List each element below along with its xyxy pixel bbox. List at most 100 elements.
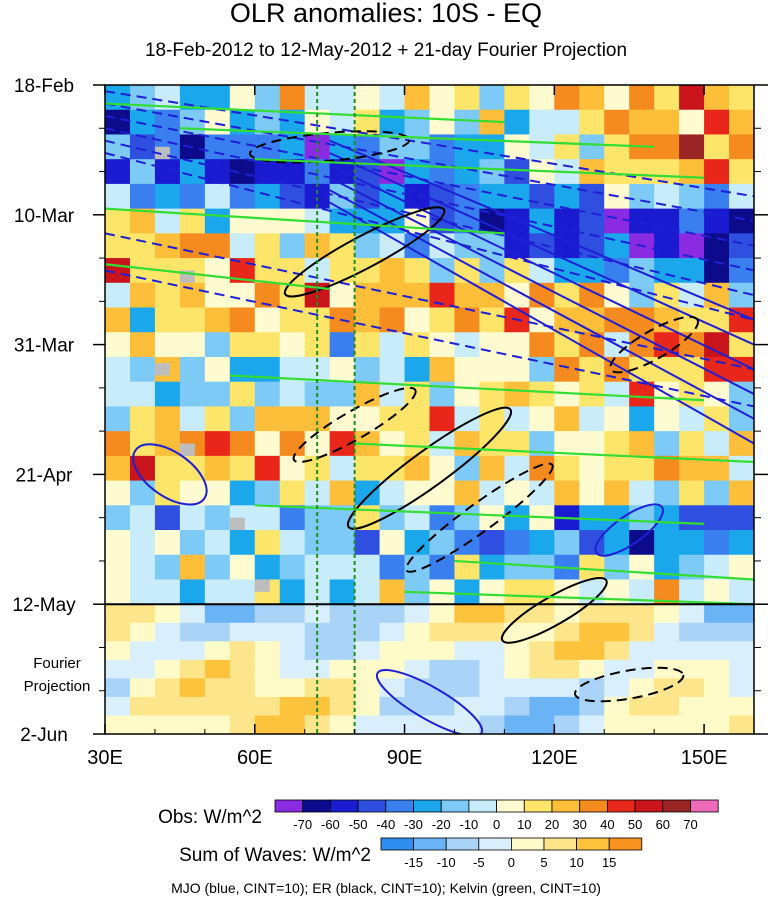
wave-cell — [729, 659, 754, 679]
x-tick-label: 30E — [87, 747, 123, 769]
obs-colorbar-swatch — [551, 799, 581, 813]
olr-cell — [729, 505, 754, 531]
olr-cell — [379, 307, 406, 333]
wave-cell — [254, 659, 281, 679]
olr-cell — [354, 258, 381, 284]
wave-cell — [404, 641, 431, 661]
olr-cell — [204, 208, 231, 234]
wave-cell — [129, 641, 156, 661]
wave-cell — [179, 604, 206, 624]
olr-cell — [129, 530, 156, 556]
olr-cell — [154, 183, 181, 210]
wave-cell — [129, 659, 156, 679]
wave-cell — [204, 659, 231, 679]
olr-cell — [229, 381, 256, 408]
kelvin-contour — [254, 158, 705, 179]
olr-cell — [629, 109, 655, 136]
olr-cell — [404, 307, 431, 333]
wave-cell — [629, 641, 655, 661]
olr-cell — [354, 208, 381, 234]
waves-colorbar-swatch — [510, 837, 545, 851]
olr-cell — [729, 381, 754, 408]
wave-cell — [479, 659, 505, 679]
olr-cell — [604, 406, 630, 432]
olr-cell — [354, 85, 381, 111]
olr-cell — [179, 183, 206, 210]
olr-cell — [204, 356, 231, 383]
olr-cell — [105, 356, 131, 383]
olr-cell — [279, 554, 306, 581]
olr-cell — [729, 332, 754, 358]
olr-cell — [729, 109, 754, 136]
x-tick-label: 150E — [681, 747, 728, 769]
wave-cell — [354, 641, 381, 661]
olr-cell — [229, 85, 256, 111]
wave-cell — [579, 715, 605, 734]
wave-cell — [329, 715, 356, 734]
kelvin-contour — [454, 559, 754, 581]
wave-cell — [154, 604, 181, 624]
wave-cell — [329, 622, 356, 642]
waves-colorbar-level: 0 — [508, 855, 515, 870]
olr-cell — [204, 505, 231, 531]
olr-cell — [479, 356, 505, 383]
olr-cell — [529, 109, 555, 136]
olr-cell — [654, 183, 680, 210]
wave-cell — [105, 659, 131, 679]
er-contour — [283, 206, 446, 298]
olr-cell — [679, 282, 705, 309]
olr-cell — [454, 356, 481, 383]
wave-cell — [554, 678, 580, 698]
olr-cell — [629, 431, 655, 457]
wave-cell — [204, 715, 231, 734]
olr-cell — [379, 455, 406, 482]
olr-cell — [654, 233, 680, 259]
olr-cell — [179, 356, 206, 383]
olr-cell — [479, 85, 505, 111]
olr-cell — [704, 431, 730, 457]
olr-cell — [729, 579, 754, 605]
er-contour — [609, 315, 700, 374]
y-tick-label: 31-Mar — [14, 336, 75, 357]
olr-cell — [379, 332, 406, 358]
wave-cell — [554, 715, 580, 734]
y-tick-label: 18-Feb — [14, 76, 74, 97]
wave-cell — [129, 715, 156, 734]
olr-cell — [604, 455, 630, 482]
olr-cell — [629, 159, 655, 185]
olr-cell — [105, 183, 131, 210]
olr-cell — [654, 356, 680, 383]
wave-cell — [179, 715, 206, 734]
obs-colorbar-swatch — [302, 799, 331, 813]
kelvin-contour — [229, 374, 705, 402]
olr-cell — [529, 233, 555, 259]
olr-cell — [704, 332, 730, 358]
wave-cell — [479, 622, 505, 642]
olr-cell — [654, 85, 680, 111]
olr-cell — [379, 554, 406, 581]
wave-cell — [454, 641, 481, 661]
olr-cell — [729, 159, 754, 185]
olr-cell — [579, 134, 605, 160]
wave-cell — [379, 696, 406, 717]
y-tick-label: 21-Apr — [15, 465, 73, 486]
wave-cell — [404, 604, 431, 624]
olr-cell — [129, 109, 156, 136]
olr-cell — [379, 258, 406, 284]
olr-cell — [429, 159, 456, 185]
olr-cell — [629, 455, 655, 482]
wave-cell — [154, 659, 181, 679]
obs-colorbar-label: Obs: W/m^2 — [158, 807, 262, 828]
wave-cell — [529, 715, 555, 734]
wave-cell — [529, 659, 555, 679]
olr-cell — [679, 159, 705, 185]
missing-data-cell — [154, 363, 170, 376]
wave-cell — [354, 715, 381, 734]
obs-colorbar-swatch — [413, 799, 442, 813]
chart-title: OLR anomalies: 10S - EQ — [229, 0, 543, 28]
x-tick-label: 60E — [237, 747, 273, 769]
olr-cell — [105, 381, 131, 408]
olr-cell — [379, 356, 406, 383]
olr-cell — [204, 85, 231, 111]
olr-cell — [429, 455, 456, 482]
